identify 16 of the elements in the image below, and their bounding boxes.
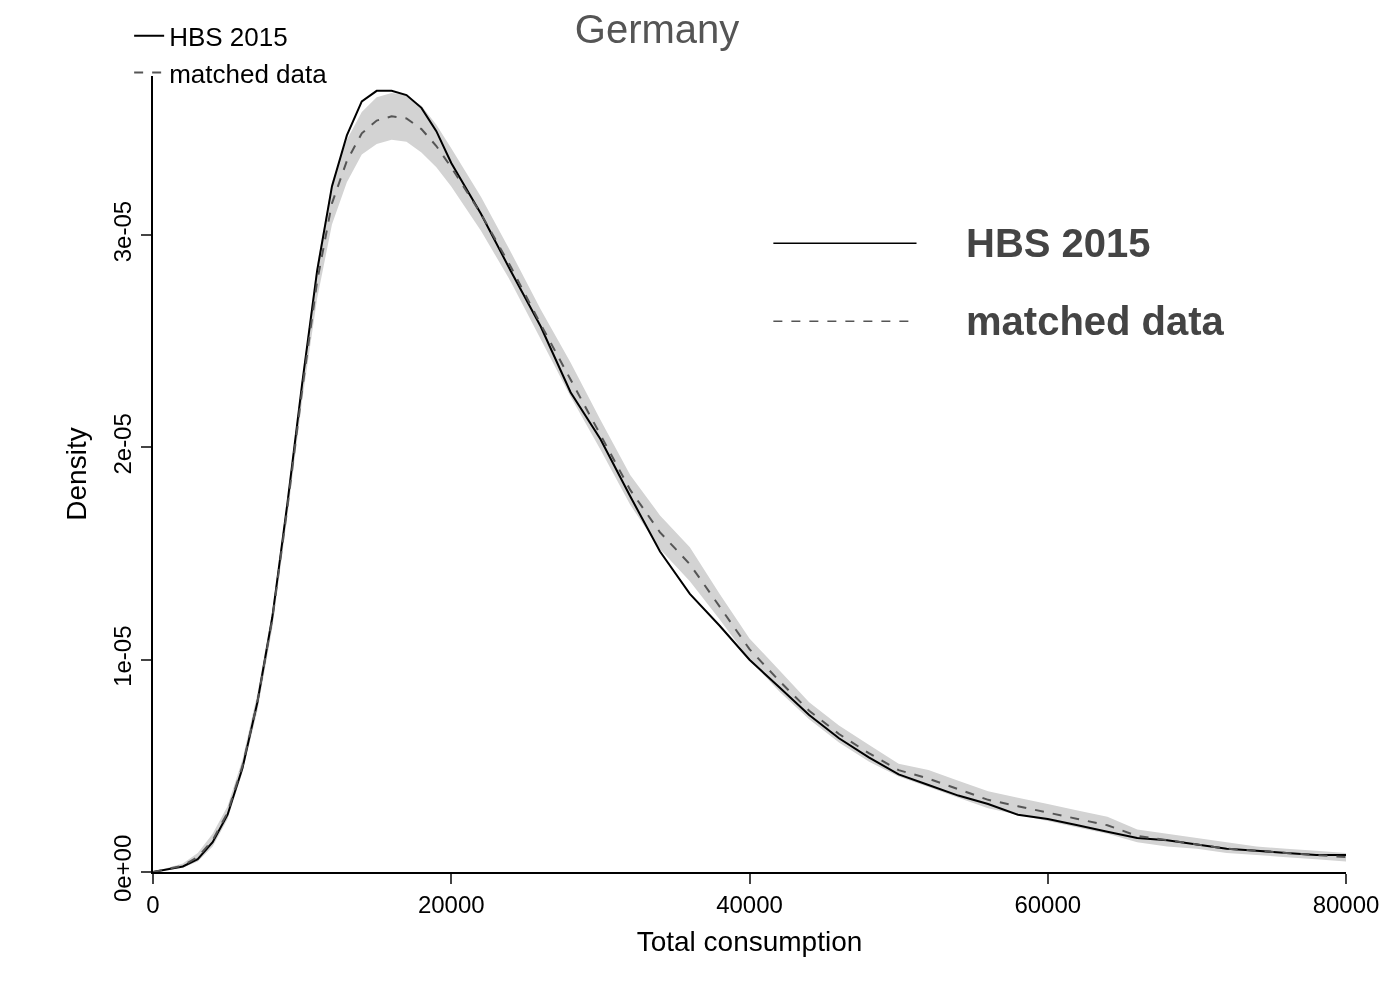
y-tick-label: 2e-05: [109, 413, 137, 475]
legend-label: matched data: [169, 58, 328, 89]
chart-title: Germany: [574, 6, 740, 51]
x-tick-label: 0: [146, 890, 160, 918]
x-axis-title: Total consumption: [636, 926, 863, 958]
legend-label: HBS 2015: [169, 21, 288, 52]
x-tick-label: 40000: [716, 890, 783, 918]
y-tick-label: 0e+00: [109, 834, 137, 903]
x-tick-label: 20000: [417, 890, 485, 918]
y-tick-label: 3e-05: [109, 200, 137, 263]
x-tick-label: 60000: [1014, 890, 1082, 918]
x-tick-label: 80000: [1312, 890, 1380, 918]
annotation: matched data: [966, 299, 1225, 343]
y-tick-label: 1e-05: [109, 625, 137, 687]
annotation: HBS 2015: [966, 221, 1151, 265]
y-axis-title: Density: [60, 427, 92, 521]
